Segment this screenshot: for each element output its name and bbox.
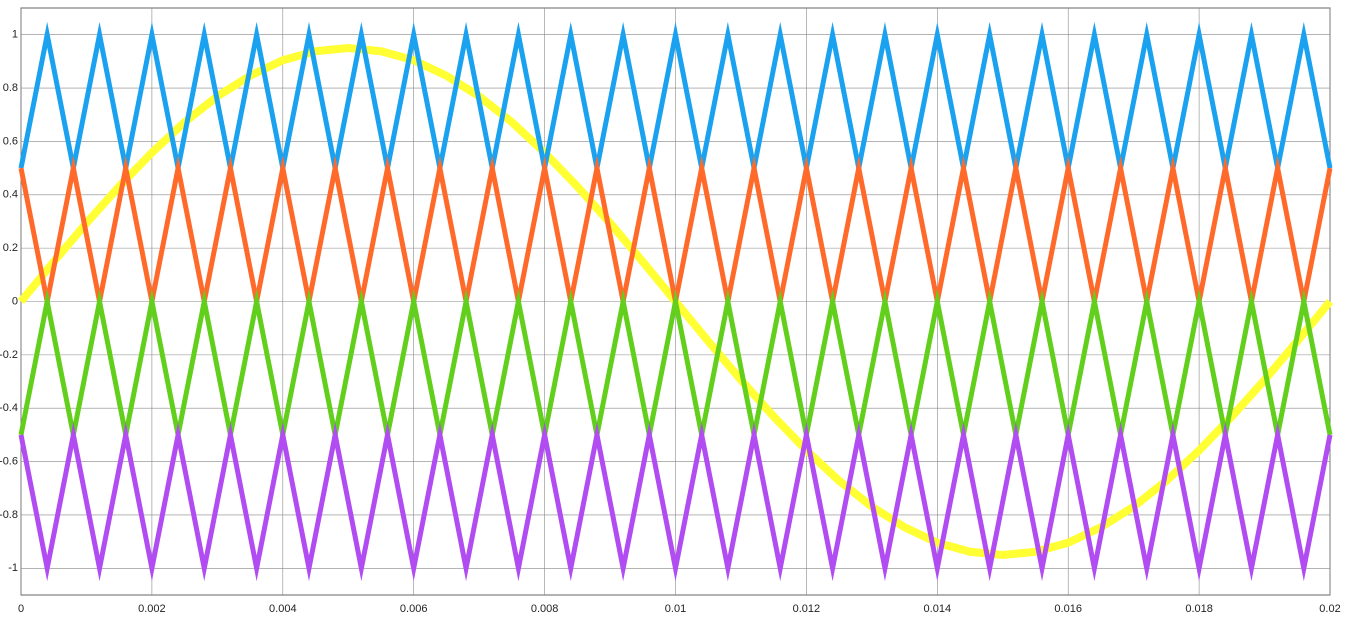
y-tick-label: -0.2 (0, 349, 18, 361)
y-tick-label: -0.4 (0, 402, 18, 414)
y-tick-label: 0.6 (3, 135, 18, 147)
y-tick-label: -1 (8, 562, 18, 574)
x-tick-label: 0.018 (1185, 603, 1213, 615)
y-tick-label: -0.8 (0, 509, 18, 521)
y-tick-label: 0.2 (3, 242, 18, 254)
x-tick-label: 0.002 (138, 603, 166, 615)
y-tick-label: -0.6 (0, 455, 18, 467)
x-tick-label: 0 (18, 603, 24, 615)
y-tick-label: 0.4 (3, 189, 18, 201)
x-tick-label: 0.004 (269, 603, 297, 615)
y-tick-label: 0 (12, 295, 18, 307)
x-tick-label: 0.016 (1054, 603, 1082, 615)
series-line (18, 288, 1333, 448)
x-tick-label: 0.008 (531, 603, 559, 615)
x-tick-label: 0.02 (1319, 603, 1340, 615)
x-tick-label: 0.006 (400, 603, 428, 615)
y-tick-label: 1 (12, 29, 18, 41)
x-tick-label: 0.01 (665, 603, 686, 615)
x-tick-label: 0.012 (793, 603, 821, 615)
series-line (18, 421, 1333, 582)
series-line (18, 21, 1333, 182)
y-tick-label: 0.8 (3, 82, 18, 94)
x-tick-label: 0.014 (924, 603, 952, 615)
